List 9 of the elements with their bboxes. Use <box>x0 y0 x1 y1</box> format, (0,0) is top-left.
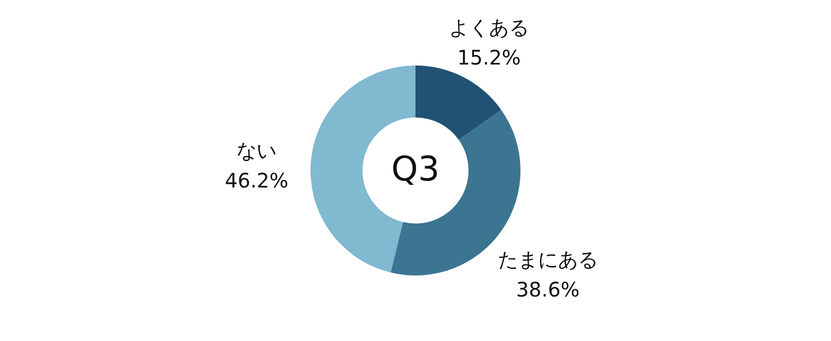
text: Q3 <box>391 150 440 190</box>
data-label: 15.2% <box>457 45 521 70</box>
slice-label: たまにある <box>498 247 598 272</box>
data-label: 38.6% <box>516 277 580 302</box>
donut-slice <box>390 110 520 276</box>
slice-label: よくある <box>449 15 530 40</box>
slice-label: ない <box>236 138 277 162</box>
data-label: 46.2% <box>224 168 288 192</box>
donut-slice <box>416 66 502 140</box>
